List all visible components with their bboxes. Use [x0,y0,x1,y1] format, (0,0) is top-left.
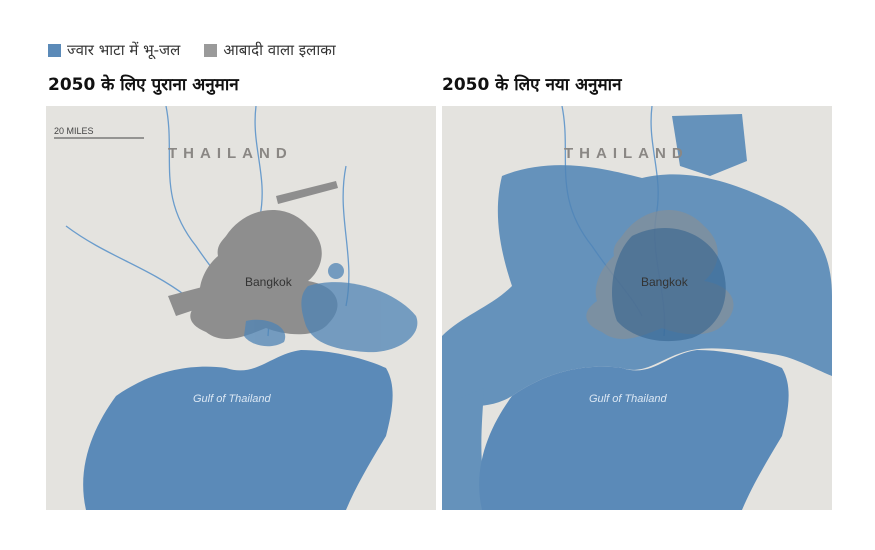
urban-area [168,181,338,340]
map-legend: ज्वार भाटा में भू-जल आबादी वाला इलाका [48,40,336,60]
map-new-projection: THAILAND Bangkok Gulf of Thailand [442,106,832,510]
panel-title-new: 2050 के लिए नया अनुमान [442,75,622,95]
legend-swatch-flood [48,43,61,57]
country-label: THAILAND [168,145,293,162]
legend-swatch-urban [204,43,218,57]
legend-label-urban: आबादी वाला इलाका [223,41,336,59]
gulf-of-thailand [83,350,393,510]
sea-label: Gulf of Thailand [589,393,668,405]
scale-label: 20 MILES [54,126,94,136]
gulf-of-thailand [479,350,789,510]
legend-item-flood: ज्वार भाटा में भू-जल [48,40,180,60]
legend-item-urban: आबादी वाला इलाका [204,40,336,60]
flood-area [244,263,418,353]
flood-core [612,227,726,342]
country-label: THAILAND [564,145,689,162]
map-old-projection: THAILAND Bangkok Gulf of Thailand 20 MIL… [46,106,436,510]
city-label: Bangkok [245,275,293,289]
city-label: Bangkok [641,275,689,289]
legend-label-flood: ज्वार भाटा में भू-जल [67,41,181,59]
panel-title-old: 2050 के लिए पुराना अनुमान [48,75,239,95]
sea-label: Gulf of Thailand [193,393,272,405]
